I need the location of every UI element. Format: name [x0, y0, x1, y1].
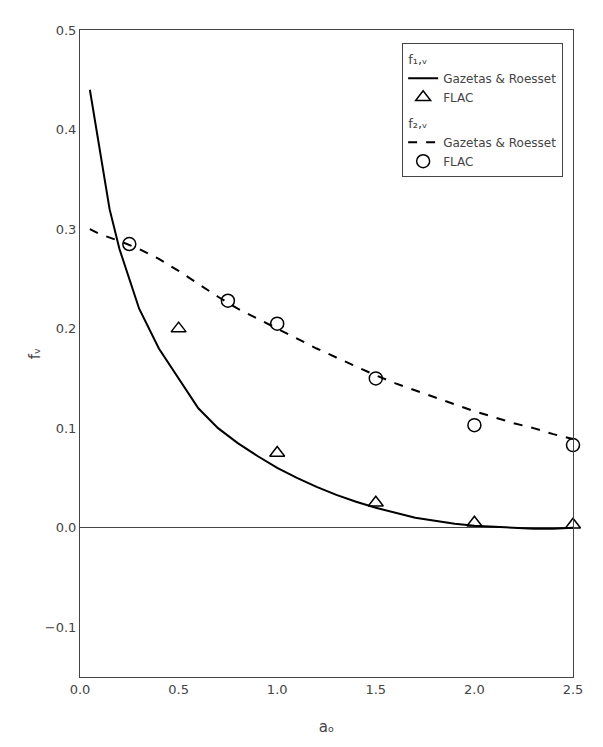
- svg-text:1.0: 1.0: [267, 682, 288, 697]
- svg-text:aₒ: aₒ: [319, 718, 334, 736]
- svg-text:0.0: 0.0: [56, 520, 77, 535]
- svg-text:0.3: 0.3: [56, 222, 77, 237]
- svg-text:2.5: 2.5: [563, 682, 584, 697]
- svg-text:Gazetas & Roesset: Gazetas & Roesset: [443, 136, 556, 150]
- svg-text:0.1: 0.1: [56, 421, 77, 436]
- svg-text:Gazetas & Roesset: Gazetas & Roesset: [443, 72, 556, 86]
- svg-text:f₁,ᵥ: f₁,ᵥ: [408, 52, 427, 67]
- svg-text:0.2: 0.2: [56, 321, 77, 336]
- svg-text:0.4: 0.4: [56, 122, 77, 137]
- svg-text:FLAC: FLAC: [443, 155, 473, 169]
- svg-text:0.5: 0.5: [168, 682, 189, 697]
- svg-text:−0.1: −0.1: [45, 620, 77, 635]
- svg-text:FLAC: FLAC: [443, 91, 473, 105]
- svg-text:fᵥ: fᵥ: [26, 348, 44, 360]
- svg-text:1.5: 1.5: [365, 682, 386, 697]
- svg-text:2.0: 2.0: [464, 682, 485, 697]
- svg-text:0.5: 0.5: [56, 23, 77, 38]
- svg-text:0.0: 0.0: [70, 682, 91, 697]
- svg-text:f₂,ᵥ: f₂,ᵥ: [408, 116, 427, 131]
